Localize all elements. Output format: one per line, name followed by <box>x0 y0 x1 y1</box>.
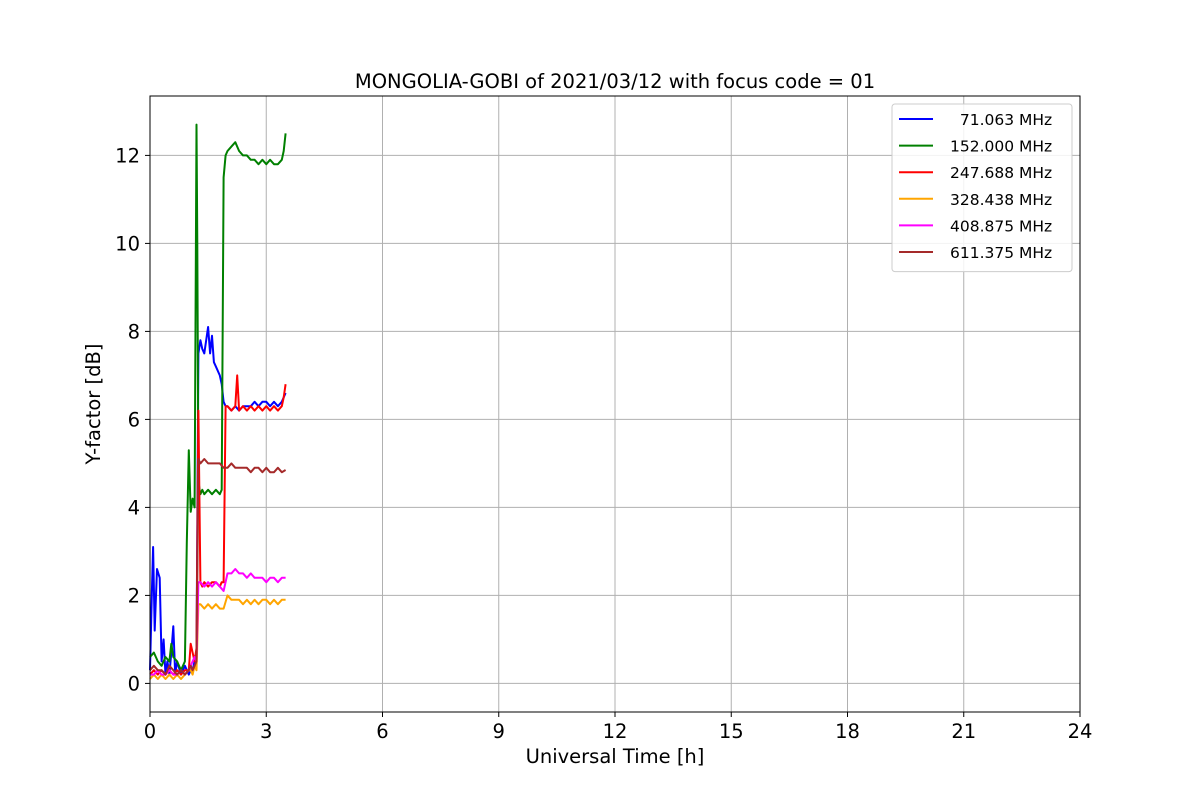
legend-label: 611.375 MHz <box>950 244 1052 262</box>
y-axis-label: Y-factor [dB] <box>82 344 105 466</box>
legend-label: 408.875 MHz <box>950 217 1052 235</box>
series-line-611-375-mhz <box>149 458 287 676</box>
y-tick-label: 8 <box>128 320 140 343</box>
chart-title: MONGOLIA-GOBI of 2021/03/12 with focus c… <box>355 70 875 93</box>
x-tick-label: 3 <box>260 720 272 743</box>
legend-label: 152.000 MHz <box>950 138 1052 156</box>
y-tick-label: 0 <box>128 672 140 695</box>
y-tick-label: 4 <box>128 496 140 519</box>
legend-label: 71.063 MHz <box>950 111 1052 129</box>
y-tick-label: 12 <box>115 144 140 167</box>
series-layer <box>149 123 287 680</box>
legend-label: 328.438 MHz <box>950 191 1052 209</box>
x-tick-label: 9 <box>493 720 505 743</box>
series-line-408-875-mhz <box>150 568 286 676</box>
y-tick-label: 2 <box>128 584 140 607</box>
x-tick-label: 6 <box>376 720 388 743</box>
y-tick-label: 6 <box>128 408 140 431</box>
x-tick-label: 15 <box>719 720 744 743</box>
series-line-152-000-mhz <box>149 123 287 672</box>
series-line-71-063-mhz <box>149 326 287 676</box>
legend-label: 247.688 MHz <box>950 164 1052 182</box>
y-tick-label: 10 <box>115 232 140 255</box>
series-line-247-688-mhz <box>149 374 287 676</box>
grid-layer <box>149 96 1081 712</box>
series-line-328-438-mhz <box>149 594 286 680</box>
x-axis-label: Universal Time [h] <box>526 745 705 768</box>
x-tick-label: 24 <box>1068 720 1093 743</box>
x-tick-label: 18 <box>835 720 860 743</box>
x-tick-label: 0 <box>144 720 156 743</box>
x-tick-label: 12 <box>603 720 628 743</box>
legend-box <box>891 103 1073 273</box>
x-tick-label: 21 <box>951 720 976 743</box>
legend: 71.063 MHz 152.000 MHz 247.688 MHz 328.438 … <box>891 103 1073 273</box>
